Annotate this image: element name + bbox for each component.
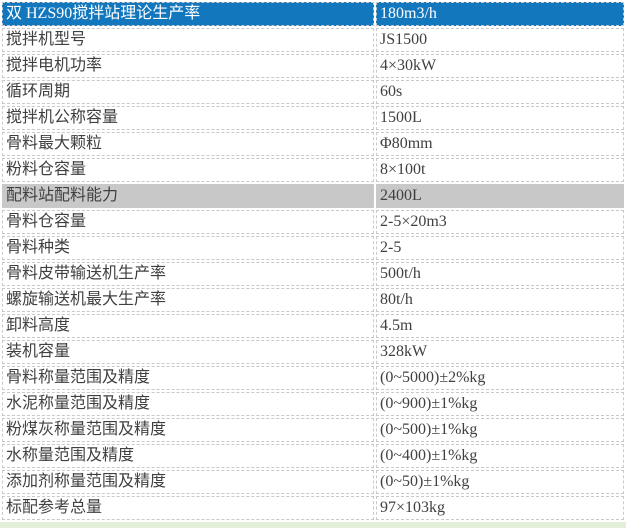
spec-label: 搅拌机型号: [2, 28, 374, 52]
table-row: 骨料称量范围及精度 (0~5000)±2%kg: [2, 366, 624, 390]
spec-label: 骨料仓容量: [2, 210, 374, 234]
table-row: 水泥称量范围及精度 (0~900)±1%kg: [2, 392, 624, 416]
table-row: 骨料最大颗粒 Φ80mm: [2, 132, 624, 156]
spec-label: 螺旋输送机最大生产率: [2, 288, 374, 312]
spec-value: 2-5×20m3: [376, 210, 624, 234]
spec-label: 粉煤灰称量范围及精度: [2, 418, 374, 442]
spec-value: (0~900)±1%kg: [376, 392, 624, 416]
spec-value: 60s: [376, 80, 624, 104]
table-row: 循环周期 60s: [2, 80, 624, 104]
table-row: 螺旋输送机最大生产率 80t/h: [2, 288, 624, 312]
table-row: 标配参考总量 97×103kg: [2, 496, 624, 520]
spec-value: (0~400)±1%kg: [376, 444, 624, 468]
table-row: 装机容量 328kW: [2, 340, 624, 364]
table-row: 粉煤灰称量范围及精度 (0~500)±1%kg: [2, 418, 624, 442]
spec-label: 骨料称量范围及精度: [2, 366, 374, 390]
table-row: 配料站配料能力 2400L: [2, 184, 624, 208]
table-row: 粉料仓容量 8×100t: [2, 158, 624, 182]
spec-value: (0~500)±1%kg: [376, 418, 624, 442]
spec-label: 标配参考总量: [2, 496, 374, 520]
spec-label: 双 HZS90搅拌站理论生产率: [2, 2, 374, 26]
table-row: 骨料皮带输送机生产率 500t/h: [2, 262, 624, 286]
spec-label: 配料站配料能力: [2, 184, 374, 208]
spec-value: 97×103kg: [376, 496, 624, 520]
spec-label: 添加剂称量范围及精度: [2, 470, 374, 494]
spec-value: 180m3/h: [376, 2, 624, 26]
table-row: 骨料仓容量 2-5×20m3: [2, 210, 624, 234]
spec-value: 80t/h: [376, 288, 624, 312]
table-row: 搅拌电机功率 4×30kW: [2, 54, 624, 78]
table-row: 水称量范围及精度 (0~400)±1%kg: [2, 444, 624, 468]
spec-value: 328kW: [376, 340, 624, 364]
spec-value: JS1500: [376, 28, 624, 52]
spec-label: 骨料皮带输送机生产率: [2, 262, 374, 286]
spec-table-body: 双 HZS90搅拌站理论生产率 180m3/h 搅拌机型号 JS1500 搅拌电机功率 4…: [2, 2, 624, 520]
spec-value: (0~50)±1%kg: [376, 470, 624, 494]
spec-value: 8×100t: [376, 158, 624, 182]
spec-label: 循环周期: [2, 80, 374, 104]
spec-label: 搅拌机公称容量: [2, 106, 374, 130]
spec-value: 1500L: [376, 106, 624, 130]
spec-value: 2-5: [376, 236, 624, 260]
spec-label: 装机容量: [2, 340, 374, 364]
spec-value: 500t/h: [376, 262, 624, 286]
spec-value: 4.5m: [376, 314, 624, 338]
spec-value: 2400L: [376, 184, 624, 208]
spec-value: 4×30kW: [376, 54, 624, 78]
spec-value: Φ80mm: [376, 132, 624, 156]
table-row: 双 HZS90搅拌站理论生产率 180m3/h: [2, 2, 624, 26]
table-row: 搅拌机型号 JS1500: [2, 28, 624, 52]
spec-label: 水称量范围及精度: [2, 444, 374, 468]
table-row: 骨料种类 2-5: [2, 236, 624, 260]
spec-label: 搅拌电机功率: [2, 54, 374, 78]
table-row: 搅拌机公称容量 1500L: [2, 106, 624, 130]
table-row: 添加剂称量范围及精度 (0~50)±1%kg: [2, 470, 624, 494]
spec-label: 水泥称量范围及精度: [2, 392, 374, 416]
spec-label: 骨料种类: [2, 236, 374, 260]
table-row: 卸料高度 4.5m: [2, 314, 624, 338]
spec-label: 骨料最大颗粒: [2, 132, 374, 156]
spec-value: (0~5000)±2%kg: [376, 366, 624, 390]
spec-label: 粉料仓容量: [2, 158, 374, 182]
spec-label: 卸料高度: [2, 314, 374, 338]
